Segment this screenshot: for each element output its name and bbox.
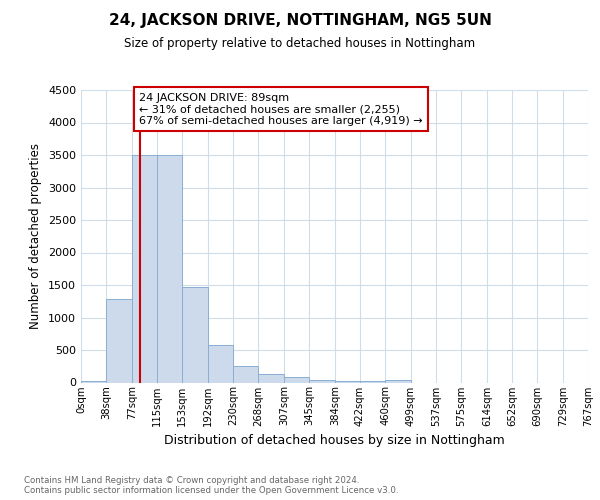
Text: Contains HM Land Registry data © Crown copyright and database right 2024.
Contai: Contains HM Land Registry data © Crown c… — [24, 476, 398, 495]
X-axis label: Distribution of detached houses by size in Nottingham: Distribution of detached houses by size … — [164, 434, 505, 447]
Bar — [182, 287, 208, 382]
Bar — [81, 380, 106, 382]
Bar — [335, 380, 360, 382]
Y-axis label: Number of detached properties: Number of detached properties — [29, 143, 43, 329]
Bar — [233, 366, 258, 382]
Text: Size of property relative to detached houses in Nottingham: Size of property relative to detached ho… — [124, 36, 476, 50]
Text: 24 JACKSON DRIVE: 89sqm
← 31% of detached houses are smaller (2,255)
67% of semi: 24 JACKSON DRIVE: 89sqm ← 31% of detache… — [139, 92, 423, 126]
Bar — [385, 380, 411, 382]
Bar — [106, 300, 132, 382]
Bar — [360, 380, 385, 382]
Bar — [208, 346, 233, 383]
Bar — [284, 377, 309, 382]
Bar — [132, 155, 157, 382]
Text: 24, JACKSON DRIVE, NOTTINGHAM, NG5 5UN: 24, JACKSON DRIVE, NOTTINGHAM, NG5 5UN — [109, 12, 491, 28]
Bar — [157, 155, 182, 382]
Bar — [258, 374, 284, 382]
Bar — [309, 380, 335, 382]
